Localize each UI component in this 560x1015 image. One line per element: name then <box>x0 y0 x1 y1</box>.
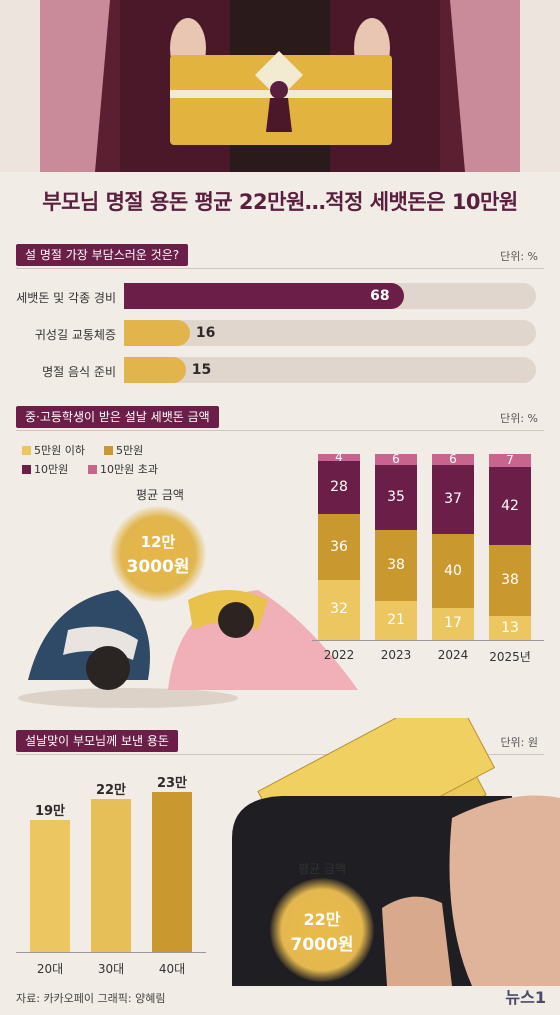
section1-heading: 설 명절 가장 부담스러운 것은? <box>16 244 189 266</box>
stacked-segment: 6 <box>432 453 474 466</box>
x-axis-line <box>312 640 544 641</box>
bar-value-label: 16 <box>195 325 216 341</box>
legend-item-5man-below: 5만원 이하 <box>22 442 85 458</box>
legend-item-5man: 5만원 <box>104 442 143 458</box>
bar <box>152 792 192 952</box>
hero-photo <box>0 0 560 172</box>
bar-category-label: 귀성길 교통체증 <box>34 328 116 342</box>
stacked-segment: 7 <box>489 453 531 468</box>
bar-track: 15 <box>124 357 536 383</box>
bowing-couple-illustration <box>18 590 358 708</box>
stacked-segment: 4 <box>318 451 360 463</box>
legend-item-10man: 10만원 <box>22 461 68 477</box>
section2-unit: 단위: % <box>500 412 538 425</box>
avg-amount-line1: 12만 <box>140 533 176 551</box>
section2-avg-label: 평균 금액 <box>136 488 184 502</box>
year-label: 2025년 <box>489 650 531 664</box>
stacked-segment: 13 <box>489 615 531 640</box>
legend-swatch <box>88 465 97 474</box>
section1-unit: 단위: % <box>500 250 538 263</box>
section2-avg-circle: 12만 3000원 <box>110 506 206 602</box>
stacked-segment: 38 <box>489 545 531 616</box>
section2-divider <box>16 430 544 431</box>
wallet-money-illustration: 50000 <box>232 718 560 986</box>
bar-value-label: 68 <box>370 288 390 304</box>
bar-category-label: 40대 <box>158 962 186 976</box>
bar <box>124 320 190 346</box>
stacked-segment: 35 <box>375 465 417 531</box>
legend-item-10man-over: 10만원 초과 <box>88 461 158 477</box>
section3-heading: 설날맞이 부모님께 보낸 용돈 <box>16 730 178 752</box>
bar-track: 68 <box>124 283 536 309</box>
bar-value-label: 15 <box>191 362 212 378</box>
stacked-segment: 42 <box>489 467 531 546</box>
source-credit: 자료: 카카오페이 그래픽: 양혜림 <box>16 992 166 1005</box>
year-label: 2023 <box>380 648 412 662</box>
stacked-segment: 37 <box>432 465 474 534</box>
legend-swatch <box>22 446 31 455</box>
stacked-segment: 28 <box>318 461 360 514</box>
legend-label: 5만원 이하 <box>34 444 85 457</box>
bar-value-label: 23만 <box>156 776 188 791</box>
bar <box>124 357 186 383</box>
bar <box>124 283 405 309</box>
bar-value-label: 19만 <box>34 803 66 819</box>
section1-divider <box>16 268 544 269</box>
stacked-segment: 32 <box>318 580 360 640</box>
legend-swatch <box>22 465 31 474</box>
legend-label: 5만원 <box>116 444 144 457</box>
stacked-segment: 6 <box>375 453 417 466</box>
stacked-column: 21 38 35 6 <box>375 453 417 640</box>
bar-value-label: 22만 <box>95 782 127 798</box>
section3-avg-circle: 22만 7000원 <box>270 878 374 982</box>
stacked-column: 17 40 37 6 <box>432 453 474 640</box>
envelope-illustration <box>40 0 520 172</box>
bar-category-label: 20대 <box>36 962 64 976</box>
stacked-segment: 40 <box>432 534 474 609</box>
year-label: 2024 <box>437 648 469 662</box>
bar-category-label: 명절 음식 준비 <box>42 365 116 379</box>
legend-swatch <box>104 446 113 455</box>
stacked-segment: 21 <box>375 600 417 640</box>
legend-label: 10만원 <box>34 463 69 476</box>
stacked-segment: 17 <box>432 608 474 640</box>
section3-unit: 단위: 원 <box>500 736 538 749</box>
stacked-column: 13 38 42 7 <box>489 453 531 640</box>
stacked-segment: 38 <box>375 530 417 601</box>
bar <box>91 798 131 952</box>
avg-amount-line2: 3000원 <box>126 557 190 577</box>
section2-heading: 중·고등학생이 받은 설날 세뱃돈 금액 <box>16 406 219 428</box>
section3-avg-label: 평균 금액 <box>298 862 346 876</box>
legend-label: 10만원 초과 <box>100 463 158 476</box>
bar-category-label: 30대 <box>97 962 125 976</box>
bar <box>30 819 70 952</box>
bar-track: 16 <box>124 320 536 346</box>
avg-amount-line2: 7000원 <box>290 934 354 955</box>
avg-amount-line1: 22만 <box>303 909 341 929</box>
news1-logo: 뉴스1 <box>505 988 546 1007</box>
section3-divider <box>16 754 544 755</box>
x-axis-line <box>16 952 206 953</box>
page-title: 부모님 명절 용돈 평균 22만원…적정 세뱃돈은 10만원 <box>42 190 518 214</box>
stacked-column: 32 36 28 4 <box>318 451 360 640</box>
bar-category-label: 세뱃돈 및 각종 경비 <box>16 291 116 305</box>
stacked-segment: 36 <box>318 513 360 581</box>
year-label: 2022 <box>323 648 355 662</box>
